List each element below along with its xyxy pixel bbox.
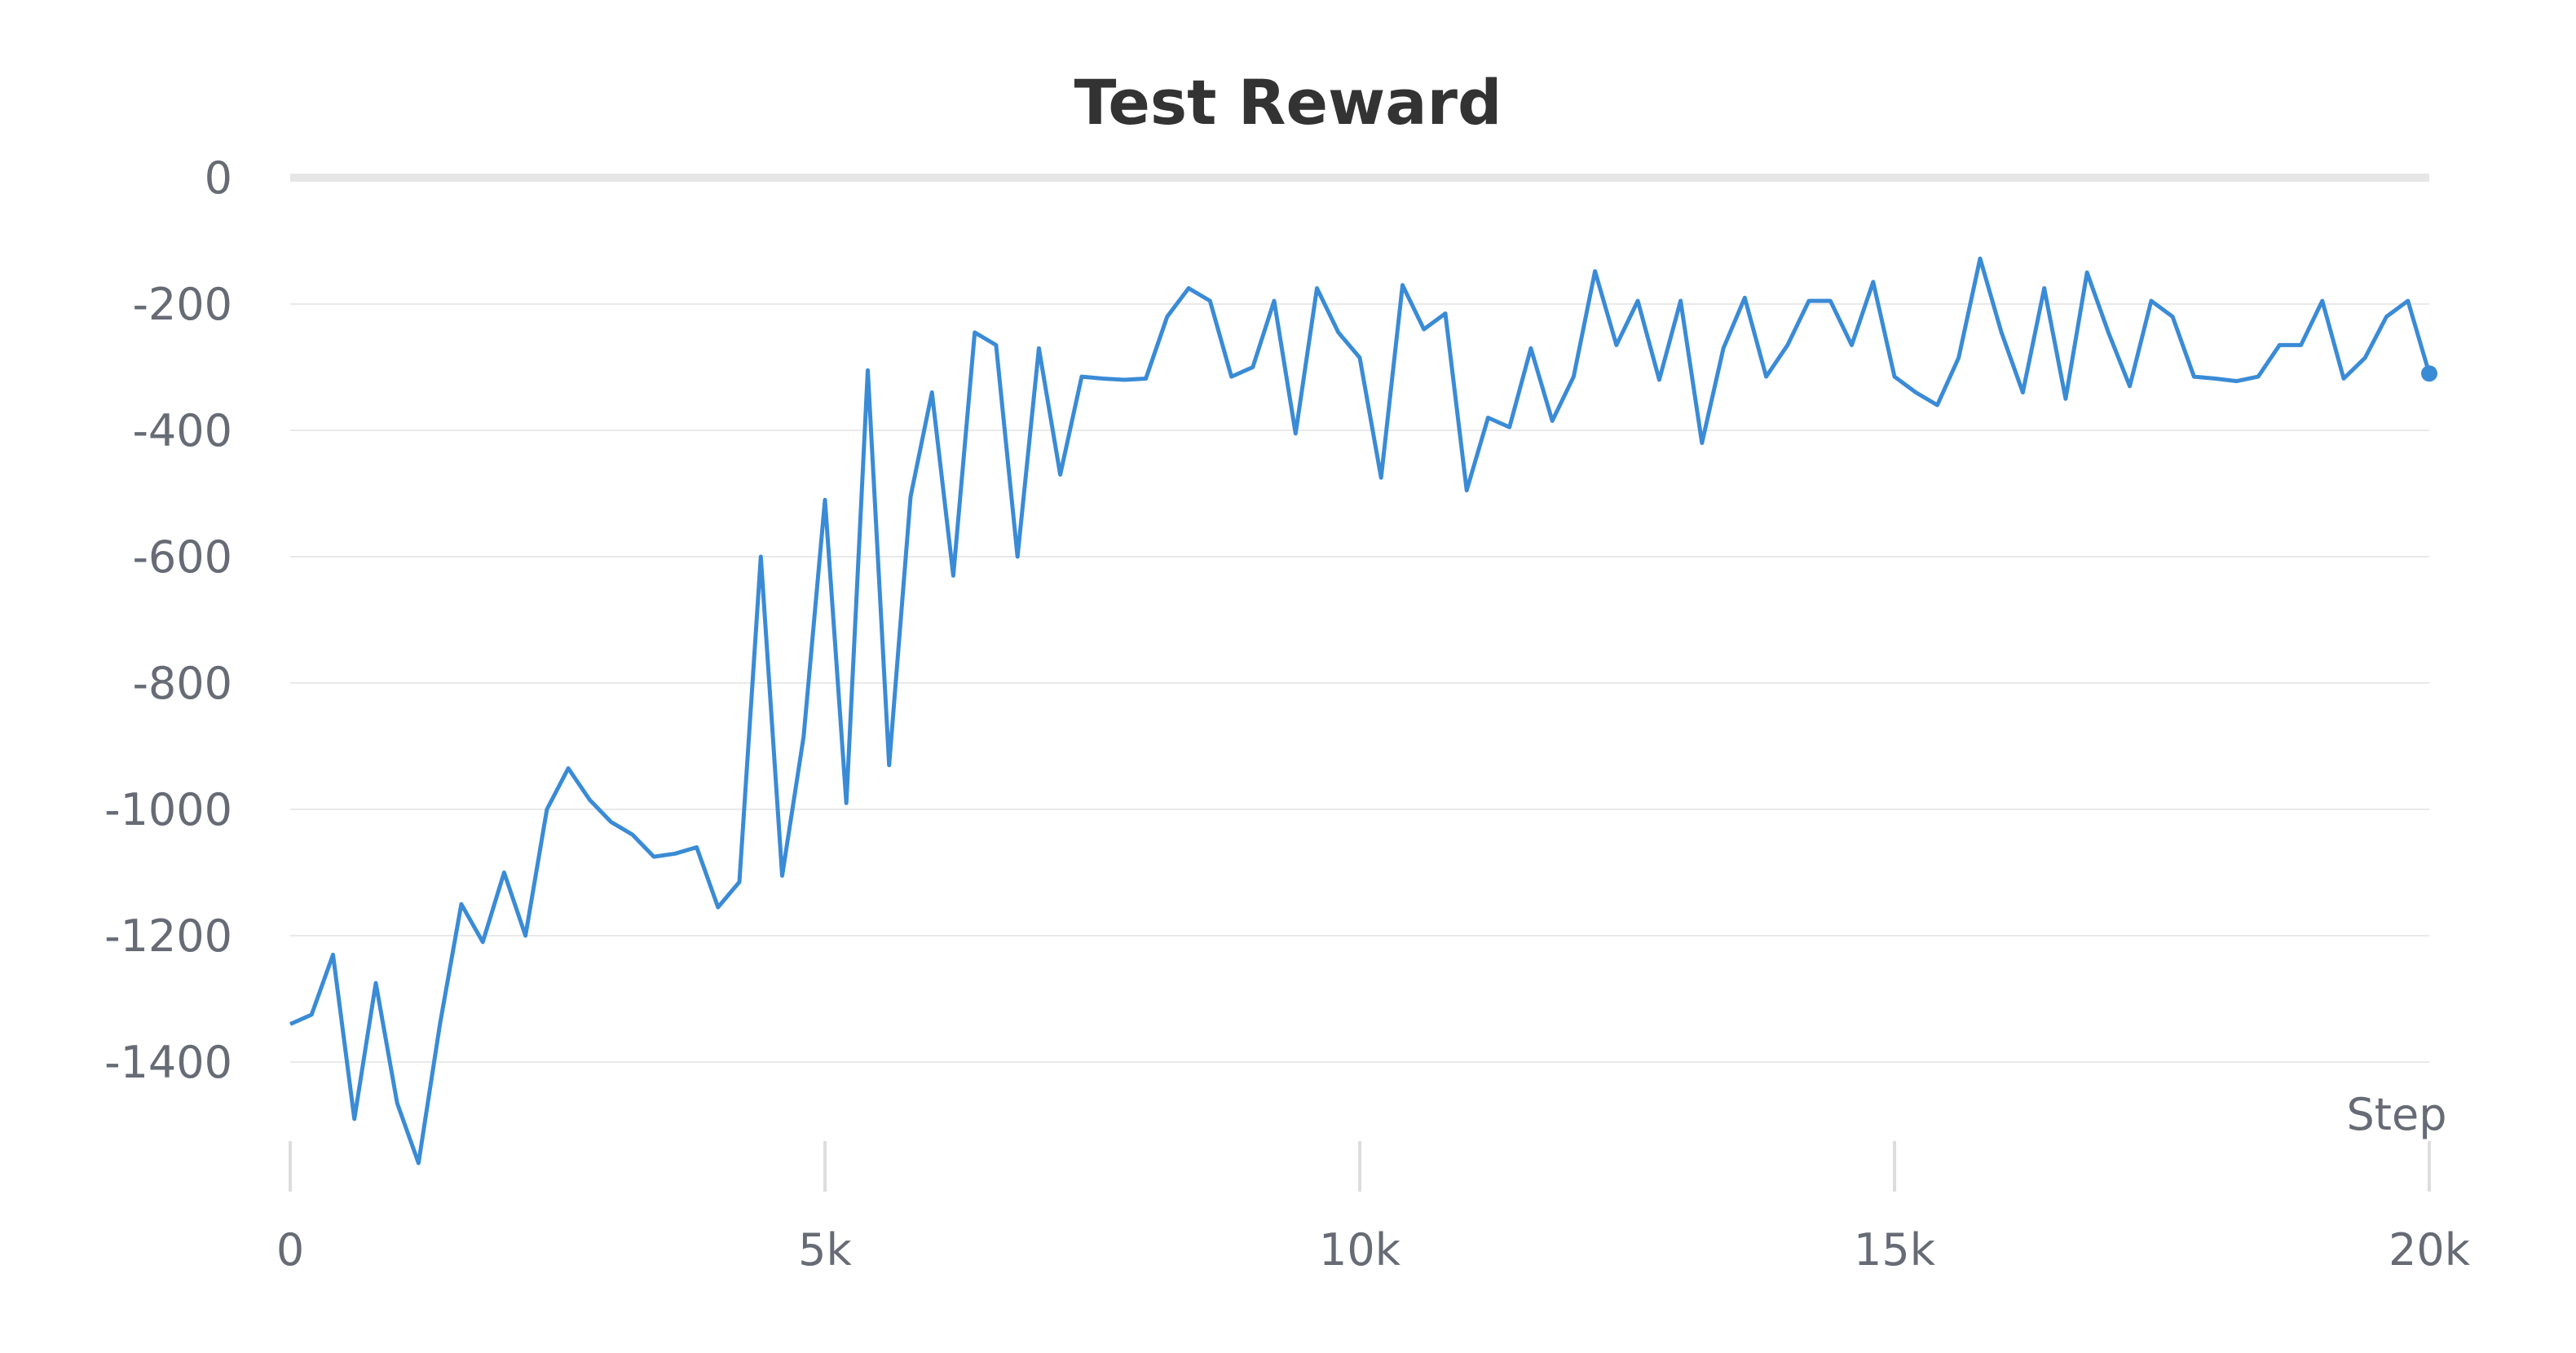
x-tick-label: 5k bbox=[798, 1224, 852, 1276]
y-tick-label: 0 bbox=[205, 152, 232, 204]
y-tick-label: -1200 bbox=[104, 910, 232, 962]
x-tick-label: 15k bbox=[1854, 1224, 1936, 1276]
data-points bbox=[288, 256, 2432, 1166]
x-axis-ticks: 0 5k 10k 15k 20k bbox=[276, 1141, 2471, 1276]
y-tick-label: -600 bbox=[132, 531, 232, 583]
x-tick-label: 0 bbox=[276, 1224, 304, 1276]
series-line bbox=[289, 256, 2432, 1166]
y-tick-label: -800 bbox=[132, 658, 232, 709]
gridlines bbox=[290, 174, 2429, 1063]
y-tick-label: -400 bbox=[132, 405, 232, 456]
y-tick-label: -200 bbox=[132, 279, 232, 330]
y-tick-label: -1000 bbox=[104, 784, 232, 835]
y-axis-tick-labels: 0 -200 -400 -600 -800 -1000 -1200 -1400 bbox=[104, 152, 232, 1088]
chart-title: Test Reward bbox=[1074, 66, 1502, 139]
x-axis-label: Step bbox=[2347, 1089, 2447, 1140]
y-tick-label: -1400 bbox=[104, 1037, 232, 1088]
last-point-marker bbox=[2421, 365, 2437, 382]
x-tick-label: 10k bbox=[1319, 1224, 1401, 1276]
x-tick-label: 20k bbox=[2389, 1224, 2471, 1276]
